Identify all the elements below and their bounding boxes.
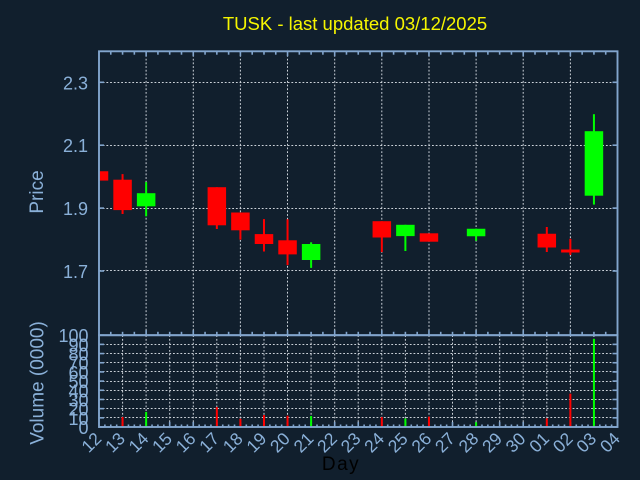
- svg-text:60: 60: [68, 363, 88, 383]
- svg-text:40: 40: [68, 381, 88, 401]
- svg-text:20: 20: [68, 400, 88, 420]
- svg-text:Price: Price: [27, 170, 48, 213]
- svg-text:80: 80: [68, 345, 88, 365]
- svg-text:Day: Day: [322, 454, 360, 475]
- svg-text:90: 90: [68, 335, 88, 355]
- svg-text:Volume (0000): Volume (0000): [28, 321, 49, 445]
- svg-text:1.7: 1.7: [63, 262, 88, 282]
- svg-text:10: 10: [68, 409, 88, 429]
- svg-text:1.9: 1.9: [63, 199, 88, 219]
- svg-text:50: 50: [68, 372, 88, 392]
- svg-text:2.3: 2.3: [63, 73, 88, 93]
- svg-text:TUSK - last updated 03/12/2025: TUSK - last updated 03/12/2025: [223, 13, 487, 34]
- svg-text:30: 30: [68, 391, 88, 411]
- svg-text:100: 100: [58, 326, 88, 346]
- svg-text:0: 0: [78, 418, 88, 438]
- svg-text:70: 70: [68, 354, 88, 374]
- svg-text:2.1: 2.1: [63, 136, 88, 156]
